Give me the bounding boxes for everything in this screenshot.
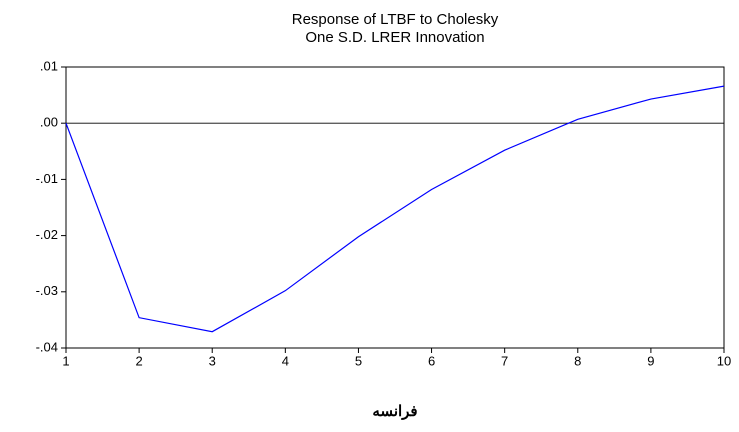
- y-tick-label: .00: [40, 115, 58, 130]
- y-tick-label: -.03: [36, 283, 58, 298]
- plot-frame: [65, 66, 725, 349]
- x-axis-label: فرانسه: [372, 403, 417, 420]
- x-tick-label: 3: [209, 353, 216, 368]
- y-tick-label: .01: [40, 58, 58, 73]
- x-tick-label: 10: [717, 353, 731, 368]
- y-tick-label: -.01: [36, 171, 58, 186]
- x-tick-label: 1: [62, 353, 69, 368]
- x-tick-label: 5: [355, 353, 362, 368]
- line-series: [65, 85, 725, 333]
- y-tick-label: -.02: [36, 227, 58, 242]
- x-tick-label: 4: [282, 353, 289, 368]
- chart-title: Response of LTBF to Cholesky: [292, 11, 499, 28]
- x-tick-label: 9: [647, 353, 654, 368]
- x-tick-label: 8: [574, 353, 581, 368]
- x-tick-label: 2: [135, 353, 142, 368]
- x-tick-label: 6: [428, 353, 435, 368]
- chart-subtitle: One S.D. LRER Innovation: [305, 29, 484, 46]
- y-tick-label: -.04: [36, 339, 58, 354]
- x-tick-label: 7: [501, 353, 508, 368]
